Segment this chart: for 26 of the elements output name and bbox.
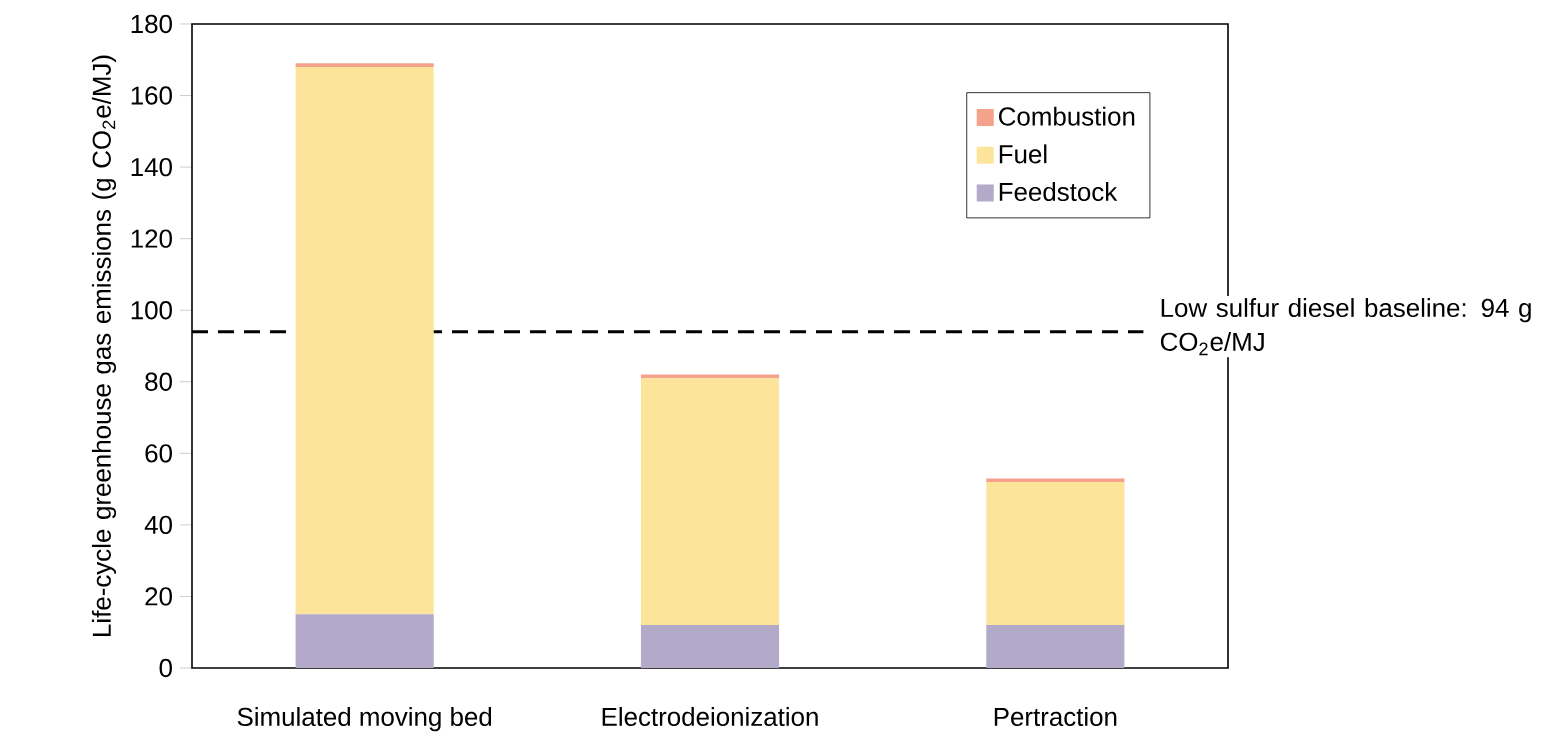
- y-tick-label: 60: [145, 444, 172, 463]
- y-tick-label: 140: [131, 157, 172, 177]
- y-tick-label: 40: [144, 515, 172, 535]
- y-tick-label: 80: [145, 372, 172, 391]
- y-tick-label: 160: [131, 86, 172, 105]
- x-tick-label: Simulated moving bed: [237, 707, 492, 732]
- bar: [986, 625, 1125, 668]
- bar: [986, 478, 1125, 482]
- bar: [295, 66, 434, 615]
- legend-label: Fuel: [999, 144, 1047, 164]
- x-tick-label: Pertraction: [994, 707, 1117, 727]
- y-tick-label: 120: [131, 229, 172, 248]
- bar: [640, 625, 780, 668]
- legend-label: Feedstock: [999, 182, 1118, 202]
- legend-label: Combustion: [999, 106, 1135, 126]
- y-axis-title: Life-cycle greenhouse gas emissions (g CO$_{2}$e/MJ): [91, 55, 117, 636]
- y-tick-label: 0: [159, 658, 172, 678]
- y-tick-label: 100: [131, 301, 172, 320]
- y-tick-label: 20: [145, 587, 172, 606]
- bar: [640, 378, 780, 626]
- bar: [295, 614, 434, 668]
- y-tick-label: 180: [131, 14, 172, 34]
- bar: [986, 481, 1125, 626]
- bar: [295, 63, 434, 67]
- x-tick-label: Electrodeionization: [602, 707, 818, 727]
- ref-line-label: Low sulfur diesel baseline: 94 g CO$_{2}$e/MJ: [1160, 298, 1531, 356]
